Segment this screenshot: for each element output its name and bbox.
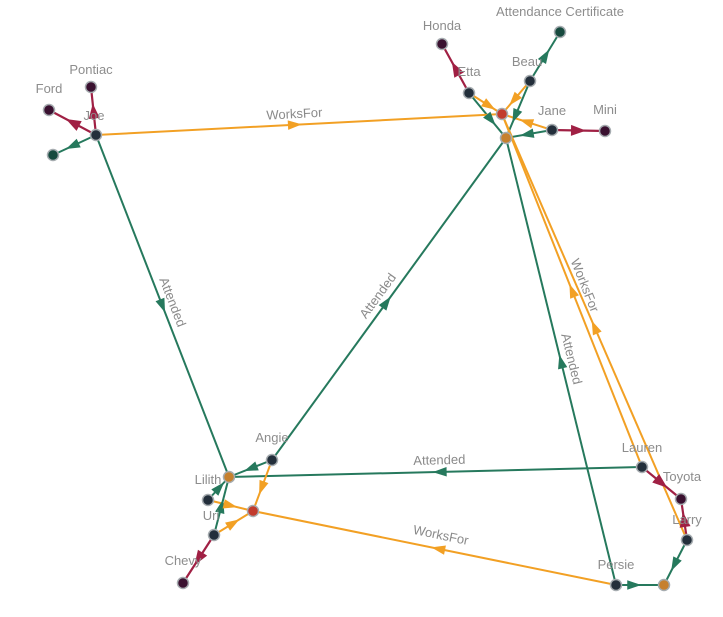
edge-arrow-lilith-company-b [222, 499, 238, 509]
node-label-honda: Honda [423, 18, 462, 33]
edge-arrow-joe-ford [65, 118, 82, 131]
edge-label-persie-event-a: Attended [558, 332, 585, 386]
edge-arrow-larry-event-c [671, 556, 682, 571]
edge-arrow-joe-event-b [155, 297, 166, 313]
edge-label-lauren-event-b: Attended [413, 452, 465, 468]
edge-label-persie-company-b: WorksFor [412, 522, 471, 548]
node-honda[interactable] [435, 37, 449, 51]
node-toyota[interactable] [674, 492, 688, 506]
node-mini[interactable] [598, 124, 612, 138]
edge-arrow-persie-event-c [627, 580, 642, 590]
node-company-b[interactable] [246, 504, 260, 518]
node-label-angie: Angie [255, 430, 288, 445]
edge-arrow-etta-company-a [481, 98, 496, 110]
node-certificate-2[interactable] [46, 148, 60, 162]
edge-arrow-uri-company-b [225, 519, 240, 531]
node-label-etta: Etta [457, 64, 481, 79]
node-label-chevy: Chevy [165, 553, 202, 568]
edge-arrow-beau-event-a [512, 108, 523, 123]
edge-beau-event-a[interactable] [505, 80, 531, 139]
node-label-pontiac: Pontiac [69, 62, 113, 77]
edge-arrow-jane-company-a [519, 119, 535, 129]
node-lauren[interactable] [635, 460, 649, 474]
node-chevy[interactable] [176, 576, 190, 590]
edge-arrow-jane-mini [570, 124, 586, 136]
edge-label-joe-company-a: WorksFor [266, 105, 323, 123]
node-label-larry: Larry [672, 512, 702, 527]
edge-arrow-persie-event-a [558, 354, 568, 370]
node-event-b[interactable] [222, 470, 236, 484]
node-uri[interactable] [207, 528, 221, 542]
node-label-ford: Ford [36, 81, 63, 96]
node-attendance-certificate[interactable] [553, 25, 567, 39]
node-label-jane: Jane [538, 103, 566, 118]
node-pontiac[interactable] [84, 80, 98, 94]
edge-arrow-angie-event-a [378, 296, 391, 311]
node-lilith[interactable] [201, 493, 215, 507]
edge-arrow-angie-company-b [259, 479, 269, 495]
node-label-persie: Persie [598, 557, 635, 572]
node-company-a[interactable] [495, 107, 509, 121]
node-ford[interactable] [42, 103, 56, 117]
edge-arrow-lilith-event-b [211, 482, 225, 496]
node-label-lauren: Lauren [622, 440, 662, 455]
node-jane[interactable] [545, 123, 559, 137]
node-label-lilith: Lilith [195, 472, 222, 487]
edge-arrow-joe-pontiac [88, 103, 100, 120]
edge-arrow-angie-event-b [243, 461, 259, 472]
edge-arrow-lauren-company-a [569, 283, 579, 299]
node-angie[interactable] [265, 453, 279, 467]
edge-arrow-etta-event-a [483, 111, 496, 126]
edge-arrow-uri-chevy [194, 549, 208, 566]
node-label-attendance-certificate: Attendance Certificate [496, 4, 624, 19]
edge-arrow-jane-event-a [519, 128, 535, 138]
edge-arrow-lauren-toyota [652, 473, 668, 488]
node-label-joe: Joe [84, 108, 105, 123]
edge-arrow-larry-toyota [679, 512, 691, 528]
edge-arrow-beau-company-a [509, 91, 522, 106]
node-event-a[interactable] [499, 131, 513, 145]
edge-arrow-etta-honda [451, 61, 464, 78]
node-persie[interactable] [609, 578, 623, 592]
node-label-uri: Uri [203, 508, 220, 523]
edge-arrow-joe-company-a [287, 120, 302, 130]
edge-arrow-lauren-event-b [432, 466, 447, 477]
node-event-c[interactable] [657, 578, 671, 592]
edge-arrow-joe-certificate-2 [66, 138, 81, 149]
edge-arrow-larry-company-a [591, 320, 602, 336]
edge-arrow-uri-event-b [215, 499, 225, 514]
node-larry[interactable] [680, 533, 694, 547]
node-label-beau: Beau [512, 54, 542, 69]
edge-arrow-persie-company-b [431, 545, 446, 555]
node-beau[interactable] [523, 74, 537, 88]
node-label-toyota: Toyota [663, 469, 702, 484]
node-label-mini: Mini [593, 102, 617, 117]
node-joe[interactable] [89, 128, 103, 142]
node-etta[interactable] [462, 86, 476, 100]
edge-arrow-beau-attendance-certificate [537, 49, 550, 64]
